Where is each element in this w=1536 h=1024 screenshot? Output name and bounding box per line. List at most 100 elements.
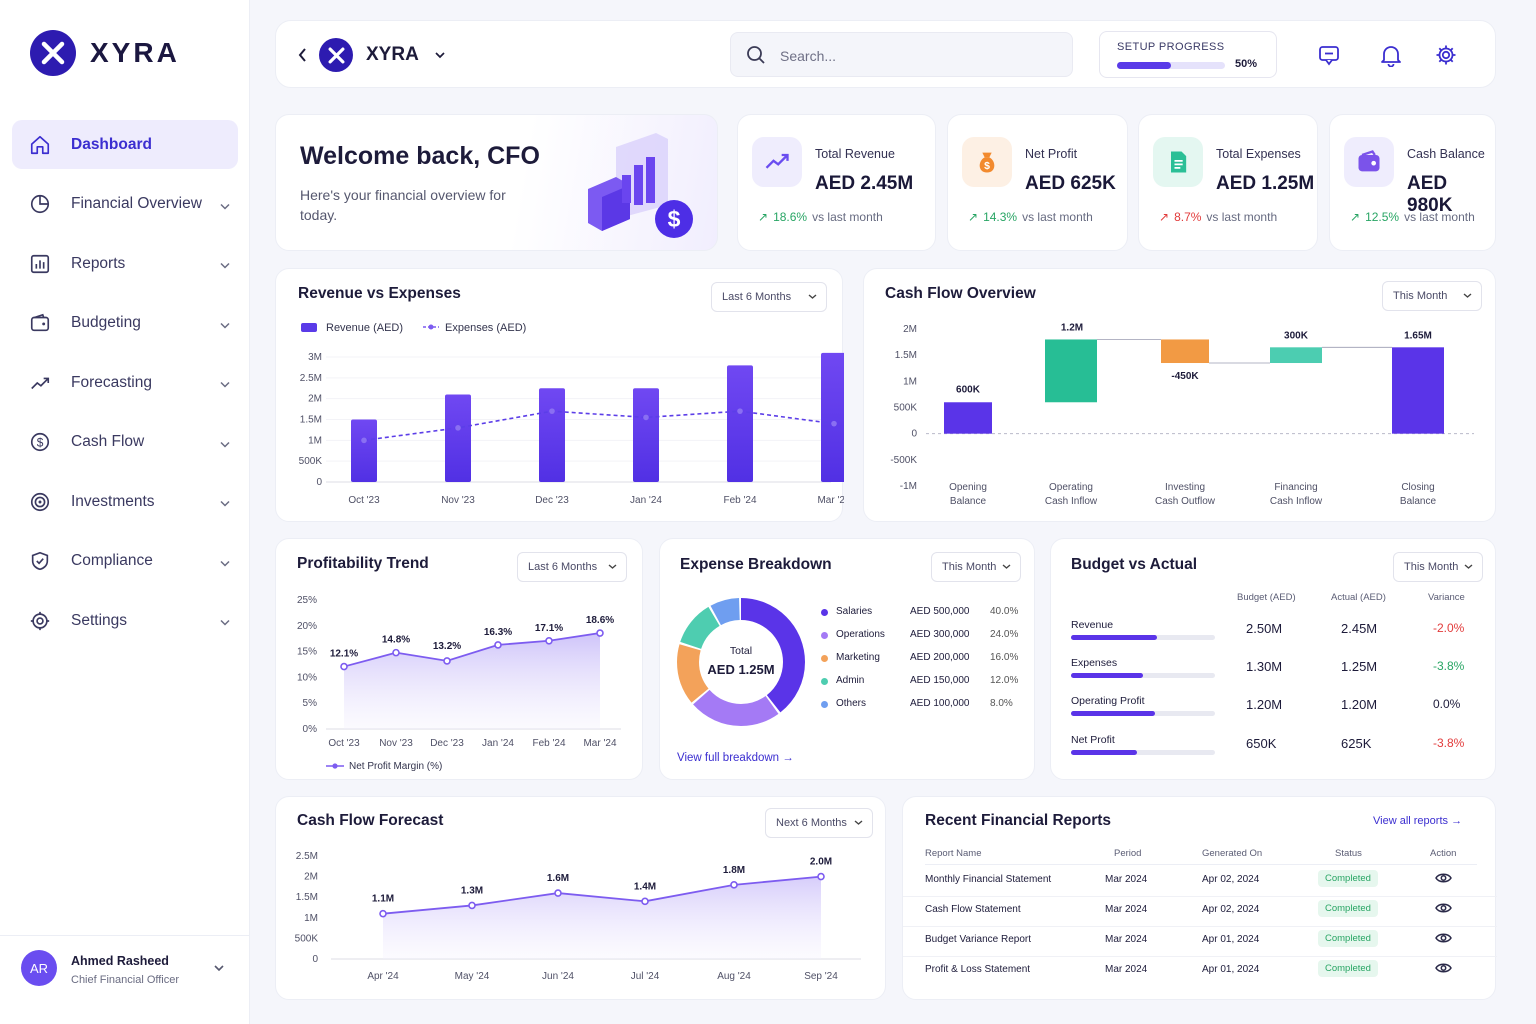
budget-progress-track	[1071, 635, 1215, 640]
sidebar-item-label: Financial Overview	[71, 195, 202, 212]
view-full-breakdown-link[interactable]: View full breakdown →	[677, 752, 794, 764]
search-input[interactable]: Search...	[780, 48, 837, 64]
setup-progress[interactable]: SETUP PROGRESS 50%	[1099, 31, 1277, 78]
chevron-down-icon[interactable]	[220, 435, 230, 453]
view-all-reports-link[interactable]: View all reports →	[1373, 815, 1462, 827]
period-dropdown[interactable]: This Month	[1382, 281, 1482, 311]
period-dropdown[interactable]: This Month	[931, 552, 1021, 582]
period-dropdown[interactable]: This Month	[1393, 552, 1483, 582]
period-dropdown[interactable]: Last 6 Months	[517, 552, 627, 582]
dropdown-value: This Month	[1404, 561, 1459, 573]
x-tick-label: Feb '24	[723, 495, 756, 506]
kpi-label: Total Expenses	[1216, 147, 1301, 161]
setup-progress-percent: 50%	[1235, 58, 1258, 70]
sidebar-item-budgeting[interactable]: Budgeting	[12, 299, 238, 348]
kpi-card-total-expenses[interactable]: Total Expenses AED 1.25M ↗ 8.7% vs last mont…	[1138, 114, 1318, 251]
card-title: Recent Financial Reports	[925, 812, 1112, 829]
sidebar-item-financial-overview[interactable]: Financial Overview	[12, 180, 238, 229]
bar-revenue	[445, 394, 471, 482]
company-name[interactable]: XYRA	[366, 44, 419, 65]
avatar: AR	[21, 950, 57, 986]
eye-icon[interactable]	[1435, 932, 1452, 947]
waterfall-bar	[944, 402, 992, 434]
x-tick-label: Financing	[1274, 482, 1317, 493]
period-dropdown[interactable]: Last 6 Months	[711, 282, 827, 312]
budget-progress-track	[1071, 750, 1215, 755]
kpi-card-total-revenue[interactable]: Total Revenue AED 2.45M ↗ 18.6% vs last mont…	[737, 114, 936, 251]
welcome-title: Welcome back, CFO	[300, 142, 540, 170]
table-row[interactable]: Budget Variance Report Mar 2024 Apr 01, 20…	[903, 927, 1497, 957]
report-period: Mar 2024	[1105, 874, 1148, 885]
sidebar-item-reports[interactable]: Reports	[12, 239, 238, 288]
chat-icon[interactable]	[1318, 44, 1340, 66]
table-row[interactable]: Cash Flow Statement Mar 2024 Apr 02, 2024 C…	[903, 897, 1497, 927]
point-expenses	[643, 414, 649, 421]
budget-value: 650K	[1246, 736, 1277, 751]
bar-revenue	[351, 419, 377, 482]
sidebar-item-label: Compliance	[71, 552, 153, 569]
column-header: Period	[1114, 848, 1142, 859]
point-margin	[392, 648, 400, 657]
chevron-down-icon[interactable]	[220, 554, 230, 572]
chevron-down-icon[interactable]	[220, 197, 230, 215]
sidebar-item-label: Cash Flow	[71, 433, 145, 450]
chevron-down-icon[interactable]	[435, 51, 445, 59]
y-tick-label: 1M	[308, 435, 322, 446]
eye-icon[interactable]	[1435, 902, 1452, 917]
period-dropdown[interactable]: Next 6 Months	[765, 808, 873, 838]
chevron-down-icon	[1002, 564, 1011, 569]
wallet-icon	[28, 311, 52, 335]
kpi-change-text: vs last month	[1404, 210, 1475, 224]
chevron-down-icon[interactable]	[220, 613, 230, 631]
x-tick-label: Investing	[1165, 482, 1205, 493]
brand[interactable]: XYRA	[30, 30, 180, 76]
column-header: Action	[1430, 848, 1457, 859]
expense-amount: AED 100,000	[910, 698, 970, 709]
cash-flow-forecast-card: Cash Flow Forecast Next 6 Months 2.5M 2M 1…	[275, 796, 886, 1000]
chevron-down-icon[interactable]	[220, 316, 230, 334]
donut-slice	[677, 598, 805, 726]
donut-slice	[677, 598, 805, 726]
sidebar-item-compliance[interactable]: Compliance	[12, 537, 238, 586]
waterfall-bar	[1045, 339, 1097, 403]
point-margin	[596, 629, 604, 637]
sidebar-item-settings[interactable]: Settings	[12, 596, 238, 645]
kpi-card-net-profit[interactable]: $ Net Profit AED 625K ↗ 14.3% vs last month	[947, 114, 1128, 251]
x-tick-label: Jun '24	[542, 971, 574, 982]
gear-icon[interactable]	[1435, 44, 1457, 66]
sidebar-item-cash-flow[interactable]: $ Cash Flow	[12, 418, 238, 467]
sidebar-item-investments[interactable]: Investments	[12, 477, 238, 526]
budget-row-label: Net Profit	[1071, 734, 1115, 746]
chevron-down-icon[interactable]	[220, 494, 230, 512]
bar-revenue	[539, 388, 565, 482]
sidebar-item-forecasting[interactable]: Forecasting	[12, 358, 238, 407]
chevron-down-icon[interactable]	[220, 256, 230, 274]
kpi-change-percent: 8.7%	[1174, 210, 1202, 224]
profitability-trend-card: Profitability Trend Last 6 Months 25% 20%…	[275, 538, 643, 780]
table-row[interactable]: Profit & Loss Statement Mar 2024 Apr 01, 2…	[903, 957, 1497, 987]
sidebar-item-dashboard[interactable]: Dashboard	[12, 120, 238, 169]
chevron-down-icon[interactable]	[220, 375, 230, 393]
eye-icon[interactable]	[1435, 872, 1452, 887]
search-bar[interactable]: Search...	[730, 32, 1073, 77]
eye-icon[interactable]	[1435, 962, 1452, 977]
kpi-card-cash-balance[interactable]: Cash Balance AED 980K ↗ 12.5% vs last month	[1329, 114, 1496, 251]
sidebar-item-label: Reports	[71, 254, 126, 272]
shield-check-icon	[28, 549, 52, 573]
y-tick-label: 2M	[903, 324, 917, 335]
x-tick-label: Balance	[1400, 496, 1437, 507]
bell-icon[interactable]	[1380, 43, 1402, 67]
report-period: Mar 2024	[1105, 904, 1148, 915]
x-tick-label: Opening	[949, 482, 987, 493]
chevron-down-icon[interactable]	[214, 964, 224, 972]
report-period: Mar 2024	[1105, 964, 1148, 975]
back-arrow-icon[interactable]	[298, 48, 307, 62]
x-tick-label: Cash Inflow	[1270, 496, 1323, 507]
chevron-down-icon	[854, 820, 863, 825]
user-profile[interactable]: AR Ahmed Rasheed Chief Financial Officer	[0, 935, 250, 1005]
variance-value: -3.8%	[1433, 736, 1465, 750]
table-row[interactable]: Monthly Financial Statement Mar 2024 Apr 0…	[903, 867, 1497, 897]
dropdown-value: Last 6 Months	[722, 291, 792, 303]
data-label: 1.4M	[634, 881, 656, 892]
status-badge-label: Completed	[1318, 930, 1378, 947]
